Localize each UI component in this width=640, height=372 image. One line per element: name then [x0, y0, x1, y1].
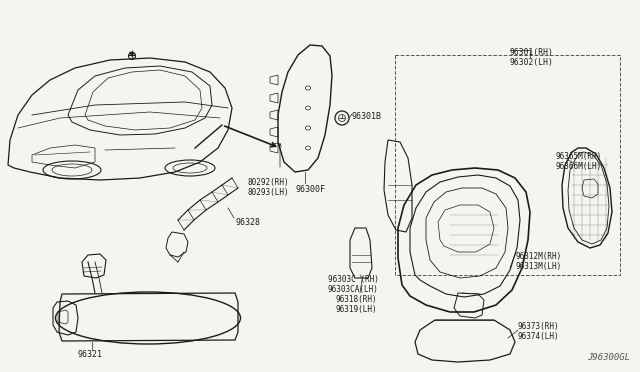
- Bar: [395, 55, 620, 275]
- Text: 96300F: 96300F: [296, 185, 326, 194]
- Text: 96321: 96321: [78, 350, 103, 359]
- Text: 96303C (RH)
96303CA(LH): 96303C (RH) 96303CA(LH): [328, 275, 379, 294]
- Text: 96312M(RH)
96313M(LH): 96312M(RH) 96313M(LH): [515, 252, 561, 272]
- Text: 96328: 96328: [235, 218, 260, 227]
- Text: 80292(RH)
80293(LH): 80292(RH) 80293(LH): [248, 178, 290, 198]
- Text: 96373(RH)
96374(LH): 96373(RH) 96374(LH): [518, 322, 559, 341]
- Text: J96300GL: J96300GL: [587, 353, 630, 362]
- Text: 96365M(RH)
96366M(LH): 96365M(RH) 96366M(LH): [556, 152, 602, 171]
- Text: 96318(RH)
96319(LH): 96318(RH) 96319(LH): [335, 295, 376, 314]
- Text: 96301B: 96301B: [352, 112, 382, 121]
- Text: 96301(RH)
96302(LH): 96301(RH) 96302(LH): [510, 48, 554, 67]
